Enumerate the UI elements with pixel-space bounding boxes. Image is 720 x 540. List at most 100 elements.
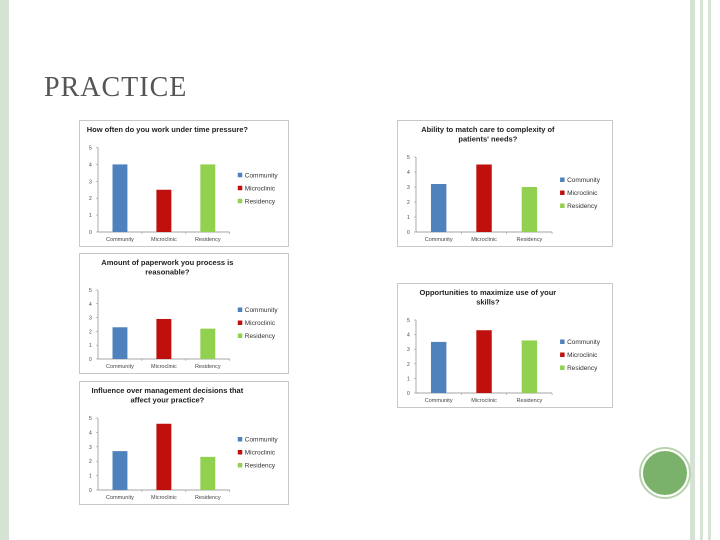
y-tick-label: 0 bbox=[407, 230, 410, 236]
legend-swatch bbox=[237, 172, 243, 178]
y-tick-label: 5 bbox=[89, 416, 92, 422]
legend-label: Residency bbox=[567, 365, 598, 372]
legend-swatch bbox=[560, 339, 565, 344]
chart-use-of-skills: Opportunities to maximize use of your ski… bbox=[397, 283, 613, 408]
right-decor-stripe bbox=[700, 0, 703, 540]
y-tick-label: 4 bbox=[89, 430, 92, 436]
bar-community bbox=[430, 341, 447, 393]
y-tick-label: 0 bbox=[89, 230, 92, 236]
bar-microclinic bbox=[156, 189, 172, 232]
y-tick-label: 0 bbox=[89, 488, 92, 494]
bar-microclinic bbox=[476, 330, 492, 393]
x-category-label: Microclinic bbox=[151, 237, 177, 243]
y-tick-label: 4 bbox=[89, 302, 92, 308]
legend-label: Community bbox=[567, 339, 601, 346]
x-category-label: Community bbox=[425, 398, 453, 404]
legend-swatch bbox=[237, 320, 243, 325]
bar-residency bbox=[200, 456, 216, 490]
y-tick-label: 5 bbox=[407, 318, 410, 324]
chart-match-care: Ability to match care to complexity of pa… bbox=[397, 120, 613, 247]
right-decor-stripe bbox=[708, 0, 711, 540]
y-tick-label: 2 bbox=[89, 196, 92, 202]
left-decor-stripe bbox=[0, 0, 9, 540]
legend-label: Microclinic bbox=[245, 450, 276, 457]
y-tick-label: 2 bbox=[89, 459, 92, 465]
legend-label: Microclinic bbox=[567, 190, 598, 197]
x-category-label: Microclinic bbox=[151, 495, 177, 501]
x-category-label: Community bbox=[106, 495, 134, 501]
legend-label: Residency bbox=[567, 203, 598, 210]
x-category-label: Microclinic bbox=[471, 237, 497, 243]
y-tick-label: 0 bbox=[89, 357, 92, 363]
x-category-label: Microclinic bbox=[471, 398, 497, 404]
y-tick-label: 1 bbox=[89, 343, 92, 349]
x-category-label: Community bbox=[106, 237, 134, 243]
y-tick-label: 3 bbox=[89, 316, 92, 322]
legend-label: Community bbox=[245, 437, 279, 444]
y-tick-label: 1 bbox=[407, 376, 410, 382]
y-tick-label: 5 bbox=[89, 288, 92, 294]
bar-residency bbox=[200, 328, 216, 359]
bar-community bbox=[112, 164, 128, 232]
bar-microclinic bbox=[476, 164, 492, 232]
chart-svg: How often do you work under time pressur… bbox=[87, 125, 279, 243]
y-tick-label: 0 bbox=[407, 391, 410, 397]
y-tick-label: 1 bbox=[89, 213, 92, 219]
chart-management-decisions: Influence over management decisions that… bbox=[79, 381, 289, 505]
legend-label: Residency bbox=[245, 198, 276, 205]
y-tick-label: 2 bbox=[407, 200, 410, 206]
bar-community bbox=[430, 184, 447, 232]
bar-community bbox=[112, 327, 128, 359]
y-tick-label: 5 bbox=[407, 155, 410, 161]
legend-swatch bbox=[237, 437, 243, 442]
chart-title: Ability to match care to complexity of pa… bbox=[421, 125, 555, 144]
y-tick-label: 1 bbox=[407, 215, 410, 221]
chart-title: Influence over management decisions that… bbox=[92, 386, 244, 405]
y-tick-label: 1 bbox=[89, 474, 92, 480]
legend-swatch bbox=[237, 463, 243, 468]
x-category-label: Residency bbox=[517, 398, 543, 404]
legend-swatch bbox=[237, 198, 243, 204]
x-category-label: Community bbox=[425, 237, 453, 243]
x-category-label: Microclinic bbox=[151, 364, 177, 370]
slide-title: PRACTICE bbox=[44, 72, 188, 103]
bar-microclinic bbox=[156, 318, 172, 359]
x-category-label: Residency bbox=[517, 237, 543, 243]
legend-swatch bbox=[560, 203, 565, 208]
bar-residency bbox=[521, 340, 538, 393]
chart-title: Amount of paperwork you process is reason… bbox=[101, 258, 233, 277]
legend-swatch bbox=[560, 177, 565, 182]
x-category-label: Residency bbox=[195, 237, 221, 243]
legend-swatch bbox=[237, 333, 243, 338]
y-tick-label: 3 bbox=[89, 445, 92, 451]
legend-label: Residency bbox=[245, 463, 276, 470]
legend-swatch bbox=[237, 450, 243, 455]
legend-label: Community bbox=[245, 172, 279, 179]
y-tick-label: 2 bbox=[89, 329, 92, 335]
y-tick-label: 4 bbox=[407, 333, 410, 339]
bar-residency bbox=[200, 164, 216, 232]
legend-label: Microclinic bbox=[245, 185, 276, 192]
legend-swatch bbox=[560, 190, 565, 195]
x-category-label: Residency bbox=[195, 495, 221, 501]
y-tick-label: 4 bbox=[407, 170, 410, 176]
legend-swatch bbox=[237, 185, 243, 191]
legend-swatch bbox=[560, 365, 565, 370]
legend-label: Community bbox=[567, 177, 601, 184]
chart-title: How often do you work under time pressur… bbox=[87, 125, 249, 134]
y-tick-label: 3 bbox=[407, 185, 410, 191]
y-tick-label: 3 bbox=[407, 347, 410, 353]
legend-label: Community bbox=[245, 307, 279, 314]
chart-svg: Ability to match care to complexity of pa… bbox=[407, 125, 601, 243]
y-tick-label: 4 bbox=[89, 162, 92, 168]
x-category-label: Residency bbox=[195, 364, 221, 370]
chart-svg: Opportunities to maximize use of your ski… bbox=[407, 288, 601, 404]
y-tick-label: 2 bbox=[407, 362, 410, 368]
decor-circle bbox=[641, 449, 689, 497]
legend-label: Microclinic bbox=[245, 320, 276, 327]
legend-swatch bbox=[237, 307, 243, 312]
y-tick-label: 3 bbox=[89, 179, 92, 185]
chart-time-pressure: How often do you work under time pressur… bbox=[79, 120, 289, 247]
bar-residency bbox=[521, 187, 538, 232]
x-category-label: Community bbox=[106, 364, 134, 370]
